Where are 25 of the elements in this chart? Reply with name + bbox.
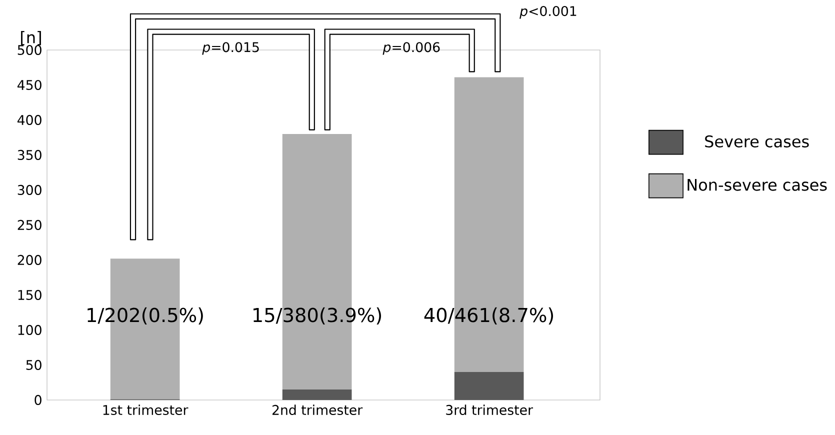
y-tick-label: 100 — [18, 324, 42, 336]
y-tick-label: 500 — [18, 44, 42, 56]
y-tick-label: 450 — [18, 80, 42, 90]
y-tick-label: 0 — [34, 394, 42, 406]
y-tick-label: 200 — [18, 254, 42, 266]
annotation: 1/202(0.5%) — [88, 307, 203, 325]
legend-label: Non-severe cases — [688, 178, 827, 191]
annotation: p=0.015 — [202, 42, 259, 55]
y-tick-label: 400 — [18, 114, 42, 126]
bar — [282, 389, 352, 400]
legend-label: Severe cases — [705, 135, 809, 148]
annotation: 40/461(8.7%) — [424, 307, 554, 325]
y-tick-label: 300 — [18, 184, 42, 196]
x-tick-label: 2nd trimester — [272, 404, 363, 416]
y-axis-title: [n] — [21, 31, 41, 46]
annotation: 15/380(3.9%) — [254, 307, 382, 325]
bar — [454, 372, 524, 400]
y-tick-label: 250 — [18, 220, 42, 230]
annotation: p=0.006 — [382, 42, 440, 55]
text: p<0.001 — [520, 6, 576, 19]
y-tick-label: 50 — [26, 360, 42, 370]
x-tick-label: 3rd trimester — [446, 404, 533, 416]
y-tick-label: 350 — [18, 150, 42, 160]
x-tick-label: 1st trimester — [103, 404, 188, 416]
y-tick-label: 150 — [18, 290, 42, 300]
